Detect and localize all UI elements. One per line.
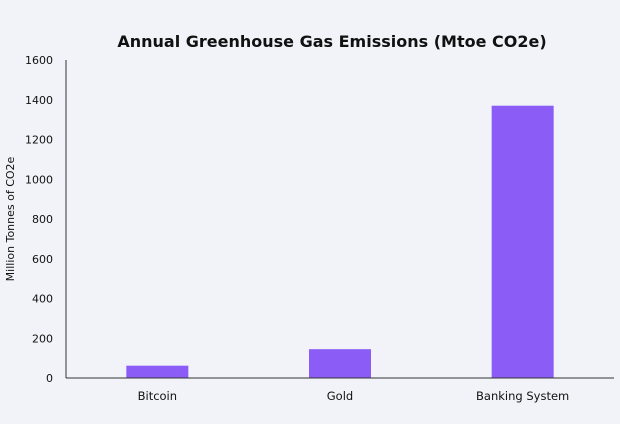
y-tick-label: 600 [32, 253, 53, 266]
y-tick-label: 1600 [25, 54, 53, 67]
chart-title: Annual Greenhouse Gas Emissions (Mtoe CO… [117, 32, 546, 51]
y-tick-label: 0 [46, 372, 53, 385]
x-tick-label: Gold [327, 389, 353, 403]
bar [491, 105, 554, 379]
y-tick-label: 400 [32, 293, 53, 306]
y-tick-label: 200 [32, 332, 53, 345]
x-axis-tick-labels: Bitcoin Gold Banking System [138, 389, 570, 403]
bar [126, 365, 189, 378]
y-axis-label: Million Tonnes of CO2e [4, 156, 17, 281]
y-axis-ticks: 0 200 400 600 800 1000 1200 1400 1600 [25, 54, 53, 385]
y-tick-label: 1400 [25, 94, 53, 107]
bar [309, 349, 371, 378]
y-tick-label: 800 [32, 213, 53, 226]
y-tick-label: 1200 [25, 134, 53, 147]
bars [126, 105, 554, 379]
x-tick-label: Banking System [476, 389, 569, 403]
x-tick-label: Bitcoin [138, 389, 177, 403]
y-tick-label: 1000 [25, 173, 53, 186]
